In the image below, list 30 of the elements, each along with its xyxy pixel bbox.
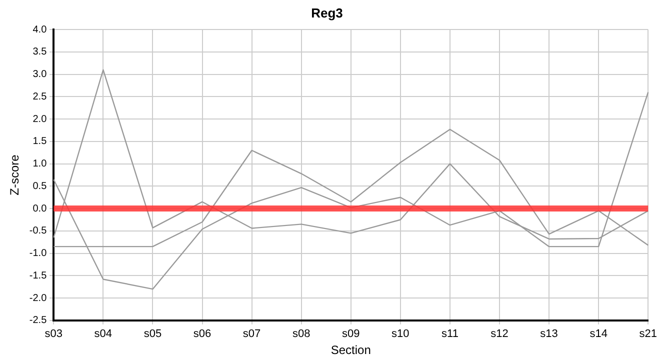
x-tick-label: s12	[490, 328, 508, 340]
x-tick-label: s14	[590, 328, 608, 340]
x-tick-label: s05	[144, 328, 162, 340]
x-tick-label: s09	[342, 328, 360, 340]
y-tick-label: 3.5	[32, 46, 48, 58]
chart-title: Reg3	[311, 5, 343, 20]
x-tick-label: s11	[442, 328, 458, 340]
y-tick-label: 2.5	[32, 91, 48, 102]
y-tick-label: 1.5	[32, 136, 48, 148]
x-tick-label: s08	[292, 328, 310, 340]
y-tick-label: 0.0	[32, 203, 48, 214]
y-tick-label: -1.5	[29, 270, 48, 282]
x-tick-label: s07	[242, 328, 261, 340]
x-tick-label: s21	[639, 328, 658, 340]
y-tick-label: -2.0	[29, 292, 48, 304]
x-tick-label: s03	[44, 328, 63, 340]
y-tick-label: -2.5	[29, 315, 48, 326]
y-axis-title: Z-score	[8, 154, 22, 196]
x-tick-label: s10	[392, 328, 410, 340]
y-tick-label: 0.5	[32, 180, 48, 192]
x-tick-label: s04	[94, 328, 112, 340]
y-tick-label: -0.5	[29, 226, 48, 237]
y-tick-label: 3.0	[32, 69, 48, 80]
x-tick-label: s13	[540, 328, 558, 340]
y-tick-label: -1.0	[29, 248, 48, 260]
y-tick-label: 2.0	[32, 114, 48, 125]
y-tick-label: 1.0	[32, 158, 48, 170]
x-axis-title: Section	[330, 343, 371, 358]
x-tick-label: s06	[193, 328, 212, 340]
y-tick-label: 4.0	[32, 24, 48, 36]
